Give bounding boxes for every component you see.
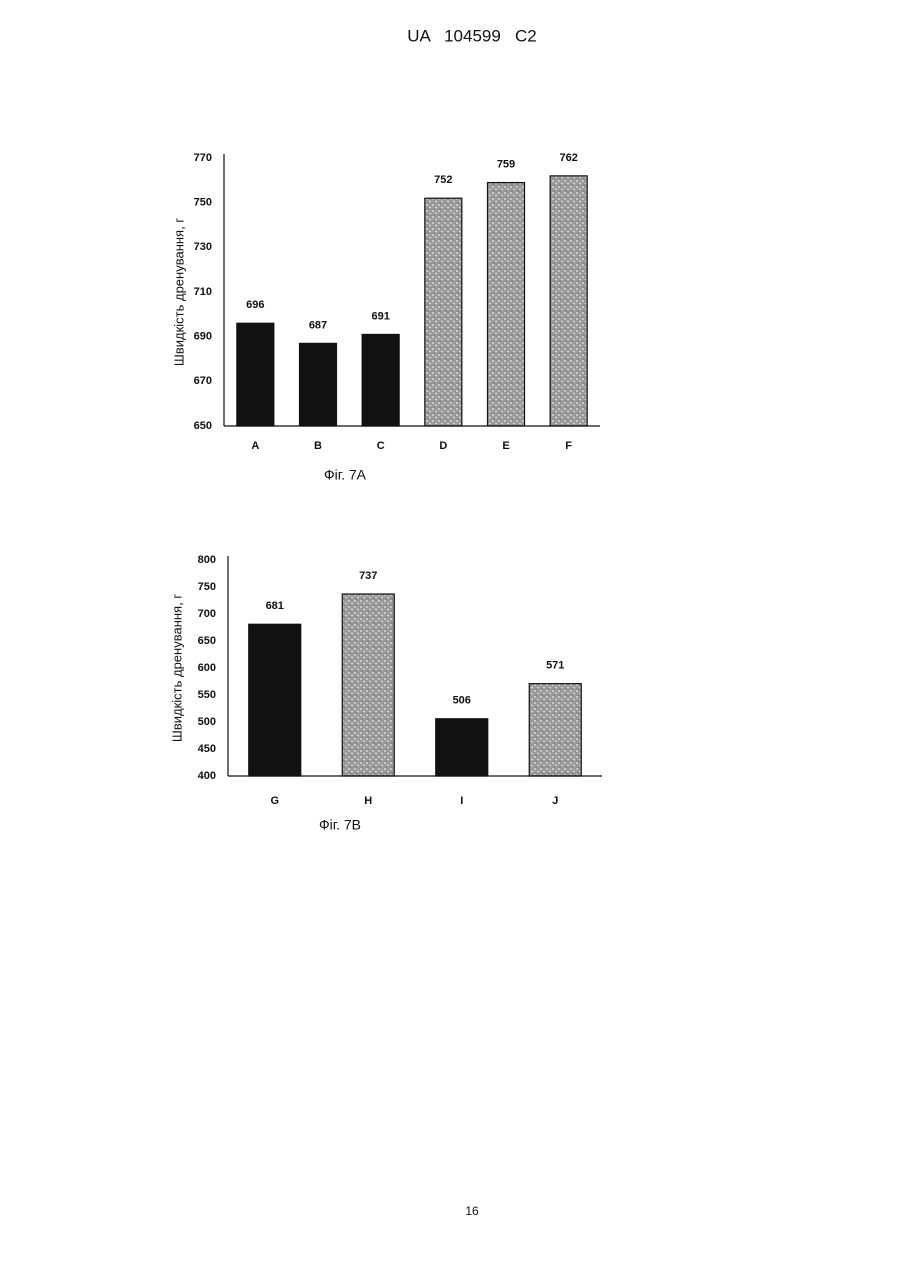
figure-caption: Фіг. 7В bbox=[319, 817, 361, 833]
y-tick-label: 800 bbox=[198, 554, 216, 566]
value-label: 759 bbox=[497, 158, 515, 170]
bar bbox=[436, 719, 488, 776]
y-tick-label: 400 bbox=[198, 770, 216, 782]
y-tick-label: 710 bbox=[194, 286, 212, 298]
bar bbox=[237, 323, 274, 426]
y-tick-label: 690 bbox=[194, 331, 212, 343]
value-label: 691 bbox=[371, 310, 389, 322]
value-label: 681 bbox=[266, 600, 284, 612]
bar bbox=[249, 624, 301, 776]
y-axis-label: Швидкість дренування, г bbox=[169, 594, 184, 742]
x-tick-label: I bbox=[460, 795, 463, 807]
y-tick-label: 550 bbox=[198, 689, 216, 701]
bar-texture bbox=[551, 177, 586, 425]
page-number: 16 bbox=[465, 1204, 479, 1218]
document: UA 104599 C2 16 650 670 690 710 730 750 770 A 69… bbox=[0, 0, 901, 1273]
y-tick-label: 670 bbox=[194, 375, 212, 387]
y-tick-label: 650 bbox=[194, 420, 212, 432]
y-tick-label: 750 bbox=[194, 197, 212, 209]
bar bbox=[300, 343, 337, 426]
x-tick-label: A bbox=[251, 440, 259, 452]
x-tick-label: J bbox=[552, 795, 558, 807]
y-tick-label: 450 bbox=[198, 743, 216, 755]
x-tick-label: F bbox=[565, 440, 572, 452]
y-tick-label: 730 bbox=[194, 241, 212, 253]
y-axis-label: Швидкість дренування, г bbox=[171, 218, 186, 366]
value-label: 506 bbox=[453, 695, 471, 707]
value-label: 762 bbox=[559, 152, 577, 164]
value-label: 687 bbox=[309, 319, 327, 331]
y-tick-label: 700 bbox=[198, 608, 216, 620]
value-label: 696 bbox=[246, 299, 264, 311]
page: UA 104599 C2 16 650 670 690 710 730 750 770 A 69… bbox=[0, 0, 901, 1273]
x-tick-label: B bbox=[314, 440, 322, 452]
bar-texture bbox=[343, 595, 393, 775]
y-tick-label: 500 bbox=[198, 716, 216, 728]
y-tick-label: 750 bbox=[198, 581, 216, 593]
value-label: 737 bbox=[359, 570, 377, 582]
x-tick-label: D bbox=[439, 440, 447, 452]
bar-texture bbox=[489, 184, 524, 425]
x-tick-label: G bbox=[270, 795, 279, 807]
bar-texture bbox=[426, 199, 461, 425]
y-tick-label: 600 bbox=[198, 662, 216, 674]
x-tick-label: C bbox=[377, 440, 385, 452]
bar-texture bbox=[530, 685, 580, 775]
y-tick-label: 770 bbox=[194, 152, 212, 164]
figure-caption: Фіг. 7А bbox=[324, 467, 367, 483]
y-tick-label: 650 bbox=[198, 635, 216, 647]
bar bbox=[362, 334, 399, 426]
x-tick-label: H bbox=[364, 795, 372, 807]
x-tick-label: E bbox=[502, 440, 509, 452]
value-label: 752 bbox=[434, 174, 452, 186]
value-label: 571 bbox=[546, 660, 564, 672]
header: UA 104599 C2 bbox=[407, 26, 536, 45]
